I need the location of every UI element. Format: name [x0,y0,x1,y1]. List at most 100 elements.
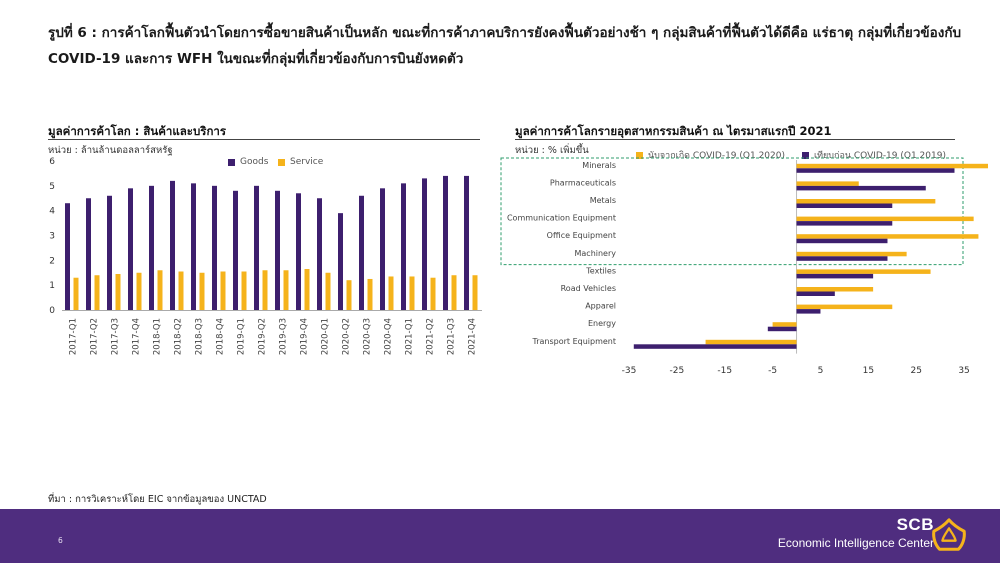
x-tick-label-right: 25 [910,366,921,376]
x-tick-label-left: 2018-Q4 [216,318,226,355]
goods-bar [128,188,133,310]
x-tick-label-left: 2021-Q2 [426,318,436,355]
x-tick-label-left: 2019-Q1 [237,318,247,355]
footer-bar [0,509,1000,563]
left-chart-legend-goods: Goods [228,157,268,167]
goods-bar [359,195,364,310]
since-covid-swatch [636,151,643,159]
left-chart-legend-service: Service [278,157,323,167]
goods-bar [107,195,112,310]
y-tick-label-left: 1 [49,281,55,291]
x-tick-label-left: 2019-Q4 [300,318,310,355]
goods-bar [338,213,343,310]
goods-bar [65,203,70,310]
goods-bar [296,193,301,310]
category-label: Energy [588,319,616,328]
y-tick-label-left: 6 [49,157,55,167]
category-label: Textiles [585,266,616,275]
x-tick-label-left: 2018-Q3 [195,318,205,355]
figure-title: รูปที่ 6 : การค้าโลกฟื้นตัวนำโดยการซื้อข… [48,25,962,67]
y-tick-label-left: 3 [49,232,55,242]
x-tick-label-right: 35 [958,366,969,376]
x-tick-label-left: 2017-Q2 [90,318,100,355]
service-bar [451,275,457,310]
x-tick-label-left: 2020-Q1 [321,318,331,355]
service-bar [346,280,352,310]
since-covid-bar [772,322,797,327]
left-chart-unit: หน่วย : ล้านล้านดอลลาร์สหรัฐ [48,145,173,156]
since-covid-bar [796,304,893,310]
service-swatch [278,158,285,166]
y-tick-label-left: 2 [49,256,55,266]
x-tick-label-right: -15 [717,366,732,376]
pre-covid-bar [633,344,797,349]
pre-covid-bar [796,256,888,261]
left-bar-chart: 0 1 2 3 4 5 6 2017-Q1 2017-Q2 2017-Q3 2017-Q4 2018-… [49,157,482,355]
right-chart-legend-2020: นับจากเกิด COVID-19 (Q1 2020) [636,148,785,162]
category-label: Metals [590,196,616,205]
since-covid-bar [796,216,974,222]
service-bar [388,276,394,310]
service-bar [304,269,310,310]
right-chart-title: มูลค่าการค้าโลกรายอุตสาหกรรมสินค้า ณ ไตร… [515,124,832,138]
service-bar [430,277,436,310]
since-covid-bar [796,234,979,239]
x-tick-label-right: 15 [863,366,874,376]
x-tick-label-left: 2020-Q2 [342,318,352,355]
service-bar [178,271,184,310]
y-tick-label-left: 0 [49,306,55,316]
goods-bar [443,175,448,310]
service-bar [367,278,373,310]
pre-covid-bar [767,326,797,332]
goods-bar [422,178,427,310]
category-label: Transport Equipment [531,337,616,346]
y-tick-label-left: 5 [49,182,55,192]
service-bar [94,275,100,310]
right-hbar-chart: Minerals Pharmaceuticals Metals Communicati… [500,157,988,376]
service-bar [115,273,121,310]
pre-covid-bar [796,273,874,279]
x-tick-label-left: 2019-Q2 [258,318,268,355]
service-bar [409,276,415,310]
brand-subtitle: Economic Intelligence Center [777,536,934,550]
category-label: Minerals [582,161,616,170]
pre-covid-bar [796,291,835,296]
x-tick-label-left: 2020-Q3 [363,318,373,355]
pre-covid-legend-label: เทียบก่อน COVID-19 (Q1 2019) [814,151,946,161]
page-number: 6 [58,536,63,545]
x-tick-label-left: 2017-Q4 [132,318,142,355]
since-covid-legend-label: นับจากเกิด COVID-19 (Q1 2020) [648,151,785,161]
pre-covid-bar [796,221,893,226]
x-tick-label-right: 5 [818,366,824,376]
category-label: Pharmaceuticals [550,178,616,187]
service-bar [325,272,331,310]
goods-bar [149,185,154,310]
goods-swatch [228,158,235,166]
goods-bar [401,183,406,310]
category-label: Office Equipment [547,231,616,240]
x-tick-label-right: -25 [670,366,685,376]
service-bar [136,272,142,310]
goods-bar [464,175,469,310]
pre-covid-bar [796,309,821,314]
x-tick-label-left: 2021-Q4 [468,318,478,355]
left-chart-title: มูลค่าการค้าโลก : สินค้าและบริการ [48,124,227,138]
since-covid-bar [796,269,931,274]
goods-bar [170,180,175,310]
goods-bar [317,198,322,310]
goods-bar [254,185,259,310]
x-tick-label-left: 2017-Q1 [69,318,79,355]
right-chart-legend-2019: เทียบก่อน COVID-19 (Q1 2019) [802,148,946,162]
x-tick-label-right: -35 [622,366,637,376]
category-label: Road Vehicles [561,284,616,293]
service-bar [73,277,79,310]
since-covid-bar [796,287,874,292]
x-tick-label-left: 2018-Q1 [153,318,163,355]
x-tick-label-left: 2020-Q4 [384,318,394,355]
pre-covid-bar [796,185,926,191]
service-legend-label: Service [290,157,324,167]
goods-bar [212,185,217,310]
service-bar [199,272,205,310]
since-covid-bar [796,199,936,204]
since-covid-bar [796,181,859,186]
